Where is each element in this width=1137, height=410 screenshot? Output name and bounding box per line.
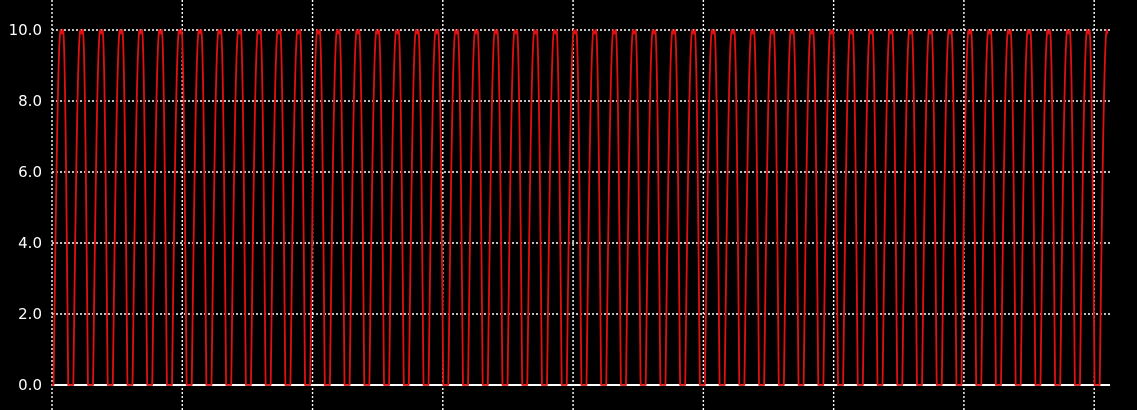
y-tick-label: 8.0 [18, 92, 42, 110]
y-tick-label: 2.0 [18, 305, 42, 323]
y-tick-label: 10.0 [9, 21, 42, 39]
y-tick-label: 4.0 [18, 234, 42, 252]
series-line [51, 29, 1109, 386]
series-layer [51, 29, 1109, 386]
y-tick-label: 6.0 [18, 163, 42, 181]
y-tick-label: 0.0 [18, 376, 42, 394]
y-tick-labels: 0.0 2.0 4.0 6.0 8.0 10.0 [9, 21, 42, 394]
